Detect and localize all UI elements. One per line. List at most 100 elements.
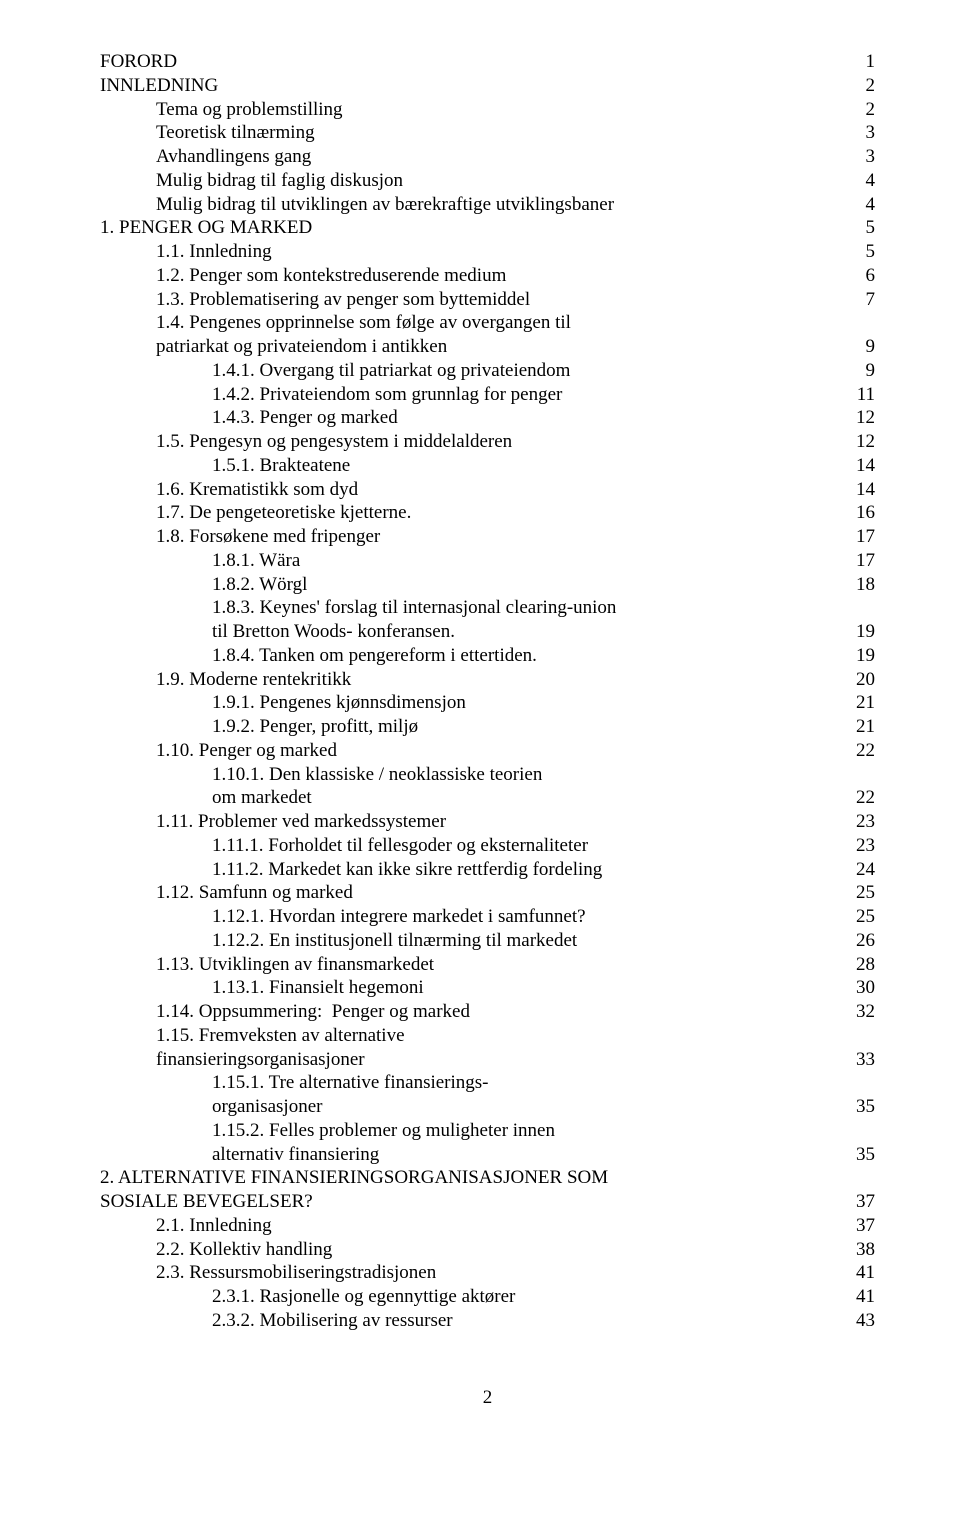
toc-entry-page [845,1071,875,1095]
toc-entry-label: SOSIALE BEVEGELSER? [100,1190,313,1214]
toc-entry: Avhandlingens gang 3 [100,145,875,169]
toc-entry-page: 16 [845,501,875,525]
toc-entry-page [845,596,875,620]
toc-entry-page: 12 [845,406,875,430]
toc-entry-label: 1.1. Innledning [156,240,272,264]
toc-entry: 1.9. Moderne rentekritikk20 [100,668,875,692]
toc-entry-label: Avhandlingens gang [156,145,311,169]
toc-entry-label: 2. ALTERNATIVE FINANSIERINGSORGANISASJON… [100,1166,608,1190]
toc-entry-label: 1.2. Penger som kontekstreduserende medi… [156,264,506,288]
toc-entry-label: 2.1. Innledning [156,1214,272,1238]
toc-entry-label: 1.3. Problematisering av penger som bytt… [156,288,530,312]
toc-entry-page: 4 [845,193,875,217]
toc-entry: 1.8. Forsøkene med fripenger17 [100,525,875,549]
toc-entry: 1.10.1. Den klassiske / neoklassiske teo… [100,763,875,787]
toc-entry-label: 1.11.1. Forholdet til fellesgoder og eks… [212,834,588,858]
toc-entry: 1.8.2. Wörgl18 [100,573,875,597]
toc-entry: 1.4. Pengenes opprinnelse som følge av o… [100,311,875,335]
toc-entry-page: 17 [845,549,875,573]
toc-entry: Teoretisk tilnærming 3 [100,121,875,145]
toc-entry-label: Mulig bidrag til faglig diskusjon [156,169,403,193]
page-number: 2 [100,1387,875,1409]
toc-entry-label: 1.4. Pengenes opprinnelse som følge av o… [156,311,571,335]
toc-entry: 1.8.1. Wära17 [100,549,875,573]
toc-entry: 1.1. Innledning 5 [100,240,875,264]
toc-entry: 1.15.1. Tre alternative finansierings- [100,1071,875,1095]
toc-entry-label: 1.8.3. Keynes' forslag til internasjonal… [212,596,616,620]
toc-entry-page [845,763,875,787]
toc-entry: 1.2. Penger som kontekstreduserende medi… [100,264,875,288]
toc-entry: 1.12.1. Hvordan integrere markedet i sam… [100,905,875,929]
toc-entry: 1.11.2. Markedet kan ikke sikre rettferd… [100,858,875,882]
toc-entry: 1.4.3. Penger og marked 12 [100,406,875,430]
toc-entry: Mulig bidrag til utviklingen av bærekraf… [100,193,875,217]
toc-entry-page: 5 [845,216,875,240]
toc-entry-label: 1.5.1. Brakteatene [212,454,350,478]
toc-entry-label: 2.2. Kollektiv handling [156,1238,332,1262]
toc-entry-page: 17 [845,525,875,549]
toc-entry: 2.2. Kollektiv handling 38 [100,1238,875,1262]
toc-entry-label: 1.6. Krematistikk som dyd [156,478,358,502]
toc-entry-page: 43 [845,1309,875,1333]
toc-entry: 1.13.1. Finansielt hegemoni30 [100,976,875,1000]
toc-entry-label: Tema og problemstilling [156,98,343,122]
toc-entry: 1.6. Krematistikk som dyd 14 [100,478,875,502]
toc-entry: 1.7. De pengeteoretiske kjetterne.16 [100,501,875,525]
toc-entry-page: 24 [845,858,875,882]
toc-entry-page: 9 [845,335,875,359]
toc-entry: alternativ finansiering35 [100,1143,875,1167]
toc-entry-label: 1.15.1. Tre alternative finansierings- [212,1071,489,1095]
toc-entry-page: 6 [845,264,875,288]
toc-entry-page: 37 [845,1190,875,1214]
toc-entry: 2. ALTERNATIVE FINANSIERINGSORGANISASJON… [100,1166,875,1190]
toc-entry: om markedet22 [100,786,875,810]
toc-entry: finansieringsorganisasjoner33 [100,1048,875,1072]
toc-entry-page: 25 [845,881,875,905]
toc-entry: Mulig bidrag til faglig diskusjon 4 [100,169,875,193]
toc-entry-page: 41 [845,1285,875,1309]
toc-entry-label: 2.3. Ressursmobiliseringstradisjonen [156,1261,436,1285]
toc-entry-page: 21 [845,691,875,715]
toc-entry: 1.4.1. Overgang til patriarkat og privat… [100,359,875,383]
toc-entry-page: 37 [845,1214,875,1238]
toc-entry: 1.5. Pengesyn og pengesystem i middelald… [100,430,875,454]
toc-entry: 1.9.2. Penger, profitt, miljø21 [100,715,875,739]
toc-entry-page [845,1166,875,1190]
toc-entry: 1.13. Utviklingen av finansmarkedet28 [100,953,875,977]
toc-entry: INNLEDNING2 [100,74,875,98]
toc-entry-page: 28 [845,953,875,977]
toc-entry-page: 23 [845,834,875,858]
toc-entry-label: Teoretisk tilnærming [156,121,315,145]
toc-entry: 1.3. Problematisering av penger som bytt… [100,288,875,312]
toc-entry: 1.14. Oppsummering: Penger og marked32 [100,1000,875,1024]
toc-entry-label: 1.4.3. Penger og marked [212,406,398,430]
toc-entry-label: organisasjoner [212,1095,322,1119]
toc-entry: patriarkat og privateiendom i antikken9 [100,335,875,359]
toc-entry-label: 1.15. Fremveksten av alternative [156,1024,405,1048]
toc-entry-label: Mulig bidrag til utviklingen av bærekraf… [156,193,614,217]
toc-entry-page: 19 [845,620,875,644]
toc-entry: 1.12. Samfunn og marked25 [100,881,875,905]
toc-entry-page: 25 [845,905,875,929]
toc-entry-label: 1.12.2. En institusjonell tilnærming til… [212,929,577,953]
toc-entry-page: 30 [845,976,875,1000]
toc-entry-label: 1.15.2. Felles problemer og muligheter i… [212,1119,555,1143]
toc-entry-page: 14 [845,478,875,502]
toc-entry-page: 41 [845,1261,875,1285]
toc-entry-page: 4 [845,169,875,193]
toc-entry-page: 5 [845,240,875,264]
toc-entry-page: 3 [845,145,875,169]
toc-entry: 1.10. Penger og marked22 [100,739,875,763]
toc-entry-label: INNLEDNING [100,74,218,98]
toc-entry-page: 23 [845,810,875,834]
toc-entry-label: 1.8.2. Wörgl [212,573,307,597]
toc-entry: 1.8.4. Tanken om pengereform i ettertide… [100,644,875,668]
toc-entry-page: 7 [845,288,875,312]
toc-entry-page: 38 [845,1238,875,1262]
toc-entry-page: 2 [845,98,875,122]
toc-entry: 1.9.1. Pengenes kjønnsdimensjon21 [100,691,875,715]
toc-entry-page: 3 [845,121,875,145]
toc-entry: SOSIALE BEVEGELSER? 37 [100,1190,875,1214]
toc-entry-label: alternativ finansiering [212,1143,379,1167]
toc-entry-label: 1.8.4. Tanken om pengereform i ettertide… [212,644,537,668]
